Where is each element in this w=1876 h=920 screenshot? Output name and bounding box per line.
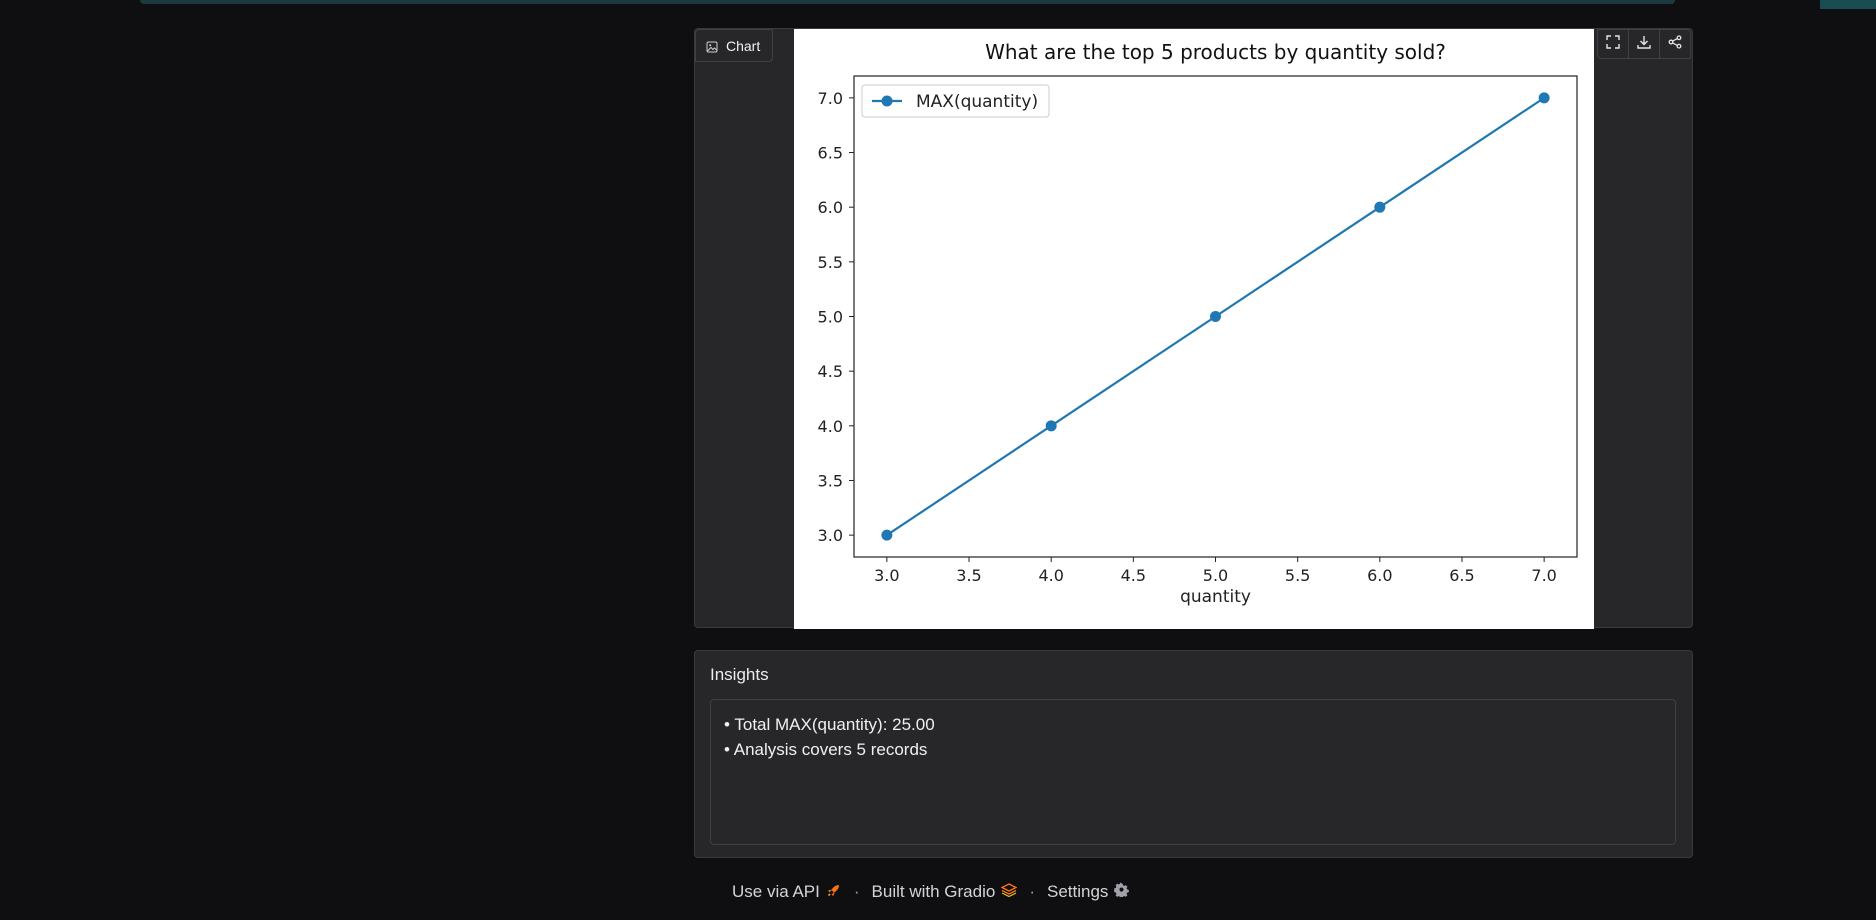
x-tick-label: 5.5: [1285, 566, 1310, 585]
legend-label: MAX(quantity): [916, 92, 1038, 112]
gradio-logo-icon: [1000, 882, 1018, 902]
y-tick-label: 4.0: [818, 417, 843, 436]
y-tick-label: 6.5: [818, 144, 843, 163]
settings-label: Settings: [1047, 882, 1109, 901]
footer-separator: ·: [853, 882, 860, 901]
chart-panel: What are the top 5 products by quantity …: [694, 28, 1693, 629]
top-scroll-bar: [140, 0, 1675, 4]
legend-marker: [881, 95, 893, 107]
built-with-gradio-link[interactable]: Built with Gradio: [872, 882, 1018, 902]
y-tick-label: 5.0: [818, 308, 843, 327]
chart-svg: What are the top 5 products by quantity …: [818, 40, 1578, 607]
x-tick-label: 7.0: [1531, 566, 1556, 585]
x-tick-label: 3.0: [874, 566, 899, 585]
y-tick-label: 7.0: [818, 89, 843, 108]
x-tick-label: 4.5: [1121, 566, 1146, 585]
image-icon: [706, 40, 718, 52]
use-via-api-label: Use via API: [732, 882, 820, 901]
data-point: [1538, 92, 1550, 104]
chart-plot: What are the top 5 products by quantity …: [794, 29, 1594, 629]
data-point: [1374, 201, 1386, 213]
y-tick-label: 5.5: [818, 253, 843, 272]
data-point: [1210, 311, 1221, 322]
data-point: [881, 529, 893, 541]
share-icon: [1668, 34, 1682, 54]
x-axis-label: quantity: [1180, 587, 1251, 607]
top-edge-accent: [1820, 0, 1876, 9]
insights-textbox[interactable]: • Total MAX(quantity): 25.00 • Analysis …: [710, 699, 1676, 845]
download-button[interactable]: [1628, 30, 1659, 58]
built-with-gradio-label: Built with Gradio: [871, 882, 996, 901]
x-tick-label: 4.0: [1038, 566, 1063, 585]
x-tick-label: 6.0: [1367, 566, 1392, 585]
download-icon: [1637, 35, 1651, 54]
footer-separator: ·: [1029, 882, 1035, 901]
fullscreen-icon: [1606, 34, 1620, 54]
fullscreen-button[interactable]: [1598, 30, 1628, 58]
x-tick-label: 6.5: [1449, 566, 1474, 585]
settings-link[interactable]: Settings: [1047, 882, 1130, 902]
chart-label-text: Chart: [726, 37, 761, 54]
share-button[interactable]: [1659, 30, 1690, 58]
insights-panel: Insights • Total MAX(quantity): 25.00 • …: [694, 650, 1693, 858]
insights-title: Insights: [710, 665, 769, 684]
y-tick-label: 3.5: [818, 471, 843, 490]
insight-line: • Total MAX(quantity): 25.00: [724, 715, 935, 734]
use-via-api-link[interactable]: Use via API: [732, 882, 842, 903]
top-strip: [0, 0, 1876, 11]
chart-title: What are the top 5 products by quantity …: [985, 40, 1446, 64]
x-tick-label: 3.5: [956, 566, 981, 585]
chart-label: Chart: [695, 29, 774, 62]
footer: Use via API · Built with Gradio · Settin…: [732, 880, 1130, 904]
insight-line: • Analysis covers 5 records: [724, 740, 928, 759]
data-point: [1045, 420, 1057, 432]
x-tick-label: 5.0: [1203, 566, 1228, 585]
rocket-icon: [826, 882, 842, 903]
legend-box: [861, 84, 1050, 118]
y-tick-label: 4.5: [818, 362, 843, 381]
chart-toolbar: [1597, 29, 1691, 59]
y-tick-label: 6.0: [818, 198, 843, 217]
gear-icon: [1114, 882, 1130, 902]
y-tick-label: 3.0: [818, 526, 843, 545]
